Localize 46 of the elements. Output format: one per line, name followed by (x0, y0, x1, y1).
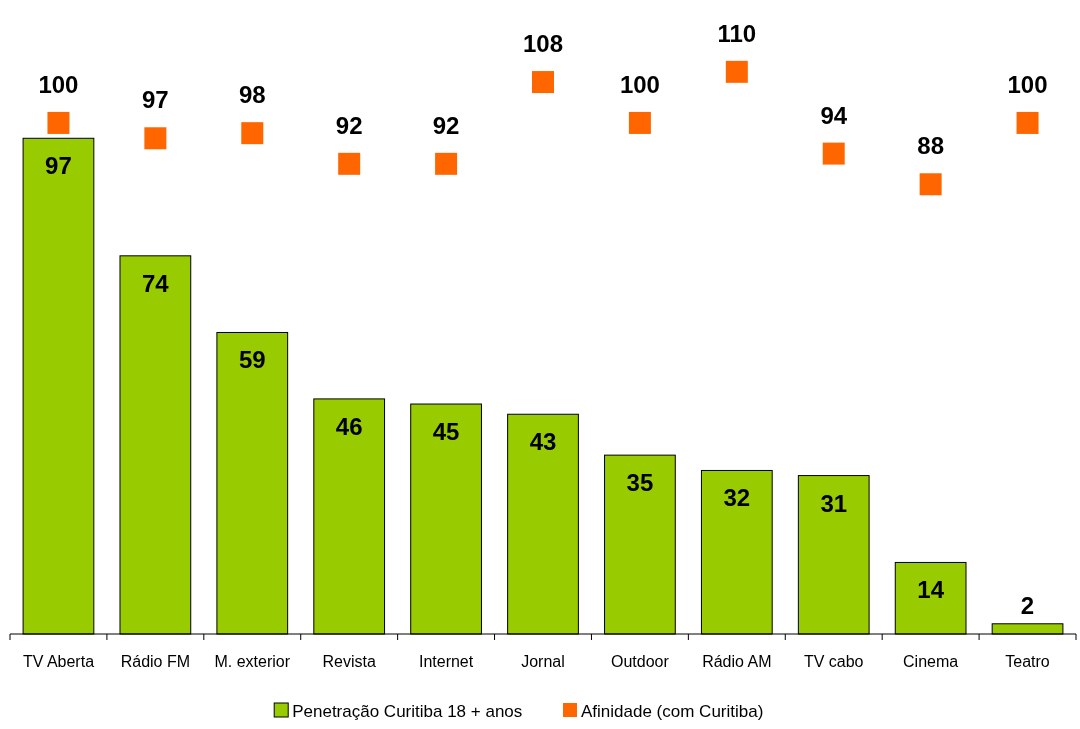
data-label: 108 (522, 30, 564, 58)
data-label: 35 (626, 469, 654, 497)
point (338, 152, 361, 175)
point (822, 142, 845, 165)
data-label: 45 (432, 418, 460, 446)
x-tick-label: TV cabo (803, 653, 864, 670)
point (1016, 111, 1039, 134)
data-label: 14 (917, 576, 945, 604)
point (725, 60, 748, 83)
data-label: 100 (38, 70, 79, 98)
data-label: 88 (917, 132, 944, 160)
point (241, 122, 264, 145)
legend-label: Afinidade (com Curitiba) (581, 702, 764, 721)
data-label: 32 (723, 484, 751, 512)
x-tick-label: M. exterior (214, 653, 291, 670)
point (532, 71, 554, 94)
x-tick-label: Cinema (903, 653, 959, 670)
point (144, 127, 167, 150)
x-tick-label: Teatro (1005, 653, 1050, 670)
x-tick-label: TV Aberta (22, 653, 95, 670)
data-label: 110 (717, 19, 757, 47)
x-tick-label: Revista (322, 653, 376, 670)
data-label: 100 (1007, 70, 1048, 98)
data-label: 92 (432, 111, 460, 139)
legend-label: Penetração Curitiba 18 + anos (292, 702, 523, 721)
x-tick-label: Rádio FM (120, 653, 191, 670)
data-label: 94 (820, 101, 848, 129)
point (628, 111, 651, 134)
data-label: 46 (335, 412, 363, 440)
x-tick-label: Internet (418, 653, 474, 670)
data-label: 2 (1020, 591, 1035, 619)
x-tick-label: Rádio AM (702, 653, 772, 670)
data-label: 59 (238, 346, 266, 374)
data-label: 74 (142, 269, 170, 297)
data-label: 31 (820, 489, 848, 517)
point (919, 173, 942, 196)
data-label: 97 (45, 152, 72, 180)
data-label: 100 (619, 70, 660, 98)
point (47, 111, 70, 134)
x-tick-label: Outdoor (611, 653, 670, 670)
x-tick-label: Jornal (521, 653, 565, 670)
data-label: 43 (529, 428, 557, 456)
data-label: 92 (335, 111, 363, 139)
data-label: 97 (142, 86, 169, 114)
data-label: 98 (238, 81, 266, 109)
point (435, 152, 458, 175)
